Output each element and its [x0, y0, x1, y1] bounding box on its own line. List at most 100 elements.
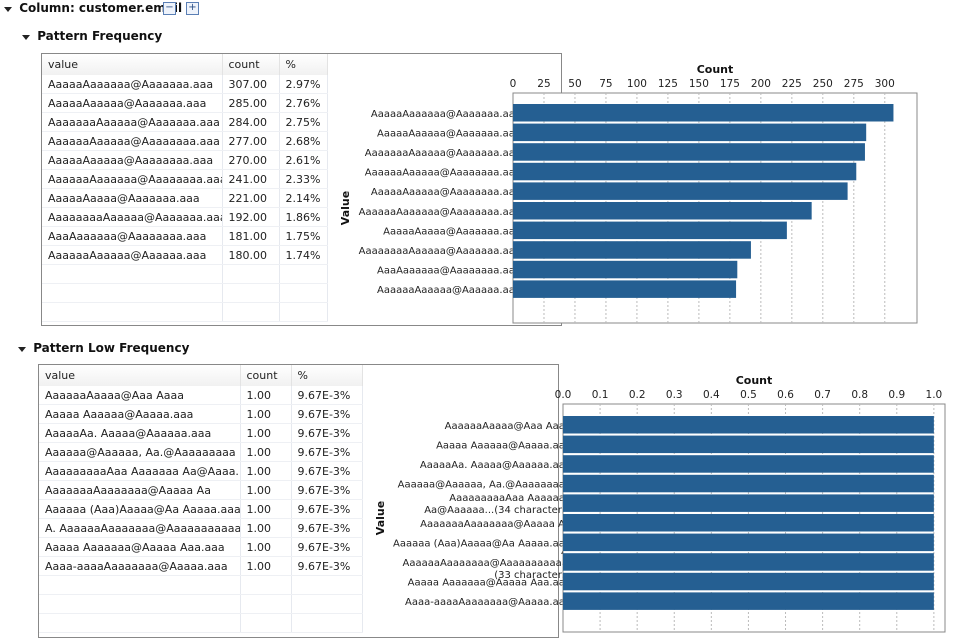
- table-cell: 9.67E-3%: [291, 404, 363, 424]
- table-cell: 1.00: [240, 461, 292, 481]
- collapse-triangle-icon[interactable]: [4, 7, 12, 12]
- table-cell: AaaaaaaAaaaaa@Aaaaaaa.aaa: [42, 112, 223, 132]
- bar: [563, 416, 934, 434]
- table-cell: [291, 575, 363, 595]
- table-row[interactable]: AaaAaaaaaa@Aaaaaaaa.aaa 181.00 1.75%: [42, 226, 328, 246]
- table-cell: AaaaaaAaaaaaa@Aaaaaaaa.aaa: [42, 169, 223, 189]
- x-tick-label: 100: [627, 78, 647, 90]
- table-cell: 277.00: [222, 131, 280, 151]
- table-cell: 9.67E-3%: [291, 537, 363, 557]
- bar: [513, 221, 787, 240]
- table-row[interactable]: AaaaaAaaaa@Aaaaaaa.aaa 221.00 2.14%: [42, 188, 328, 208]
- table-row[interactable]: [39, 575, 363, 595]
- pattern-frequency-table[interactable]: value count% AaaaaAaaaaaa@Aaaaaaa.aaa 307.0…: [41, 53, 562, 326]
- category-label: Aaaa-aaaaAaaaaaaa@Aaaaa.aaa: [405, 597, 571, 608]
- table-cell: [291, 594, 363, 614]
- category-label: (33 characters): [494, 570, 571, 581]
- table-cell: 9.67E-3%: [291, 556, 363, 576]
- table-cell: 241.00: [222, 169, 280, 189]
- table-cell: AaaaaaAaaaaa@Aaaaaa.aaa: [42, 245, 223, 265]
- table-row[interactable]: A. AaaaaaAaaaaaaa@Aaaaaaaaaaa... 1.00 9.67…: [39, 518, 363, 538]
- table-row[interactable]: Aaaa-aaaaAaaaaaaa@Aaaaa.aaa 1.00 9.67E-3%: [39, 556, 363, 576]
- table-cell: AaaaaaaaAaaaaa@Aaaaaaa.aaa: [42, 207, 223, 227]
- table-row[interactable]: AaaaaAaaaaa@Aaaaaaa.aaa 285.00 2.76%: [42, 93, 328, 113]
- table-row[interactable]: Aaaaaa (Aaa)Aaaaa@Aa Aaaaa.aaa 1.00 9.67E-…: [39, 499, 363, 519]
- column-header-percent[interactable]: %: [279, 54, 328, 75]
- column-header-count[interactable]: count: [240, 365, 292, 386]
- table-cell: 1.75%: [279, 226, 328, 246]
- table-cell: [42, 283, 223, 303]
- category-label: AaaaaaaAaaaaaaa@Aaaaa Aa: [420, 519, 571, 530]
- table-row[interactable]: [42, 302, 328, 322]
- bar: [563, 455, 934, 473]
- table-row[interactable]: AaaaaaaAaaaaa@Aaaaaaa.aaa 284.00 2.75%: [42, 112, 328, 132]
- category-label: AaaaaaaAaaaaa@Aaaaaaa.aaa: [365, 148, 521, 159]
- collapse-triangle-icon[interactable]: [22, 35, 30, 40]
- column-section-header[interactable]: Column: customer.email: [4, 1, 182, 15]
- table-cell: 1.00: [240, 386, 292, 405]
- x-tick-label: 50: [568, 78, 581, 90]
- table-row[interactable]: Aaaaa Aaaaaa@Aaaaa.aaa 1.00 9.67E-3%: [39, 404, 363, 424]
- column-header-value[interactable]: value: [42, 54, 223, 75]
- table-row[interactable]: [39, 613, 363, 633]
- x-tick-label: 0.1: [592, 389, 609, 401]
- column-header-percent[interactable]: %: [291, 365, 363, 386]
- table-cell: [240, 594, 292, 614]
- x-tick-label: 250: [813, 78, 833, 90]
- table-row[interactable]: AaaaaAaaaaaa@Aaaaaaa.aaa 307.00 2.97%: [42, 75, 328, 94]
- bar: [563, 572, 934, 591]
- expand-all-icon[interactable]: +: [186, 2, 199, 15]
- table-cell: 2.61%: [279, 150, 328, 170]
- pattern-frequency-chart: AaaaaAaaaaaa@Aaaaaaa.aaa AaaaaAaaaaa@Aaaa…: [339, 63, 918, 324]
- category-label: Aaaaaa (Aaa)Aaaaa@Aa Aaaaa.aaa: [393, 538, 571, 549]
- bar: [563, 553, 934, 571]
- pattern-frequency-header[interactable]: Pattern Frequency: [22, 29, 162, 43]
- table-row[interactable]: AaaaaaaAaaaaaaa@Aaaaa Aa 1.00 9.67E-3%: [39, 480, 363, 500]
- collapse-all-icon[interactable]: −: [163, 2, 176, 15]
- table-cell: [222, 264, 280, 284]
- pattern-low-frequency-header[interactable]: Pattern Low Frequency: [18, 341, 189, 355]
- x-tick-label: 175: [720, 78, 740, 90]
- table-cell: AaaaaaaAaaaaaaa@Aaaaa Aa: [39, 480, 241, 500]
- x-tick-label: 0: [510, 78, 517, 90]
- category-label: AaaaaaAaaaaaaa@Aaaaaaaaaaa.: [402, 558, 571, 569]
- column-title: Column: customer.email: [19, 1, 183, 15]
- table-row[interactable]: [39, 594, 363, 614]
- table-row[interactable]: [42, 264, 328, 284]
- table-row[interactable]: AaaaaAa. Aaaaa@Aaaaaa.aaa 1.00 9.67E-3%: [39, 423, 363, 443]
- table-row[interactable]: [42, 283, 328, 303]
- bar: [513, 202, 812, 220]
- category-label: AaaaaAaaaaa@Aaaaaaaa.aaa: [371, 187, 521, 198]
- table-cell: [279, 302, 328, 322]
- table-cell: 9.67E-3%: [291, 499, 363, 519]
- table-row[interactable]: AaaaaAaaaaa@Aaaaaaaa.aaa 270.00 2.61%: [42, 150, 328, 170]
- table-row[interactable]: AaaaaaaaAaaaaa@Aaaaaaa.aaa 192.00 1.86%: [42, 207, 328, 227]
- table-cell: 285.00: [222, 93, 280, 113]
- table-row[interactable]: AaaaaaaaaAaa Aaaaaaa Aa@Aaaa... 1.00 9.67E…: [39, 461, 363, 481]
- table-row[interactable]: AaaaaaAaaaaa@Aaaaaa.aaa 180.00 1.74%: [42, 245, 328, 265]
- bar: [513, 241, 751, 259]
- column-header-count[interactable]: count: [222, 54, 280, 75]
- table-cell: AaaAaaaaaa@Aaaaaaaa.aaa: [42, 226, 223, 246]
- section-title: Pattern Frequency: [37, 29, 163, 43]
- table-cell: 221.00: [222, 188, 280, 208]
- table-row[interactable]: AaaaaaAaaaaa@Aaaaaaaa.aaa 277.00 2.68%: [42, 131, 328, 151]
- table-cell: [291, 613, 363, 633]
- table-cell: A. AaaaaaAaaaaaaa@Aaaaaaaaaaa...: [39, 518, 241, 538]
- x-tick-label: 0.4: [703, 389, 720, 401]
- table-cell: 1.00: [240, 423, 292, 443]
- table-cell: 307.00: [222, 75, 280, 94]
- table-row[interactable]: Aaaaaa@Aaaaaa, Aa.@Aaaaaaaaa 1.00 9.67E-3%: [39, 442, 363, 462]
- table-cell: [279, 264, 328, 284]
- table-cell: 1.00: [240, 518, 292, 538]
- table-cell: 9.67E-3%: [291, 461, 363, 481]
- category-label: AaaaaAa. Aaaaa@Aaaaaa.aaa: [420, 460, 571, 471]
- table-row[interactable]: AaaaaaAaaaaaa@Aaaaaaaa.aaa 241.00 2.33%: [42, 169, 328, 189]
- column-header-value[interactable]: value: [39, 365, 241, 386]
- table-row[interactable]: AaaaaaAaaaa@Aaa Aaaa 1.00 9.67E-3%: [39, 386, 363, 405]
- pattern-low-frequency-table[interactable]: value count% AaaaaaAaaaa@Aaa Aaaa 1.00 9.67E…: [38, 364, 559, 638]
- collapse-triangle-icon[interactable]: [18, 347, 26, 352]
- table-row[interactable]: Aaaaa Aaaaaaa@Aaaaa Aaa.aaa 1.00 9.67E-3%: [39, 537, 363, 557]
- table-cell: [42, 302, 223, 322]
- table-cell: 2.97%: [279, 75, 328, 94]
